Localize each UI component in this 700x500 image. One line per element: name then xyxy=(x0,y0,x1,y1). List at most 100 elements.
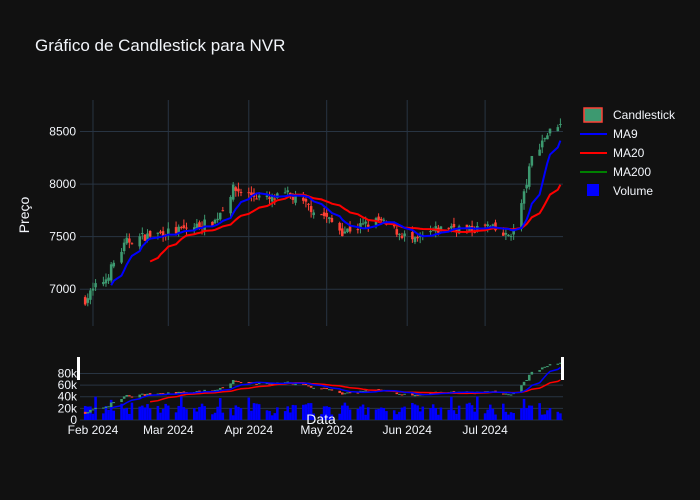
volume-y-tick-label: 20k xyxy=(58,401,78,415)
range-slider-candle xyxy=(343,393,347,395)
volume-bar xyxy=(431,404,435,420)
range-slider-candle xyxy=(229,383,232,389)
candle xyxy=(429,225,432,237)
candle-body xyxy=(195,223,199,229)
candle xyxy=(540,134,544,154)
range-slider-candle xyxy=(120,399,123,403)
volume-bar xyxy=(91,413,95,420)
range-slider-candle xyxy=(416,394,419,396)
candle-body xyxy=(198,222,201,229)
candle xyxy=(538,143,541,156)
candle-body xyxy=(247,192,251,194)
candle-body xyxy=(377,216,380,221)
candle-body xyxy=(530,155,534,166)
volume-bar xyxy=(403,406,406,420)
range-slider-candle xyxy=(239,382,243,384)
candle xyxy=(122,238,126,255)
range-slider-candle xyxy=(213,389,217,391)
candle-body xyxy=(146,233,149,241)
volume-bar xyxy=(143,407,147,420)
candle-body xyxy=(91,288,95,291)
candle xyxy=(185,222,188,235)
legend-item-ma20[interactable]: MA20 xyxy=(580,146,645,160)
legend-item-ma9[interactable]: MA9 xyxy=(580,127,638,141)
volume-bar xyxy=(289,412,292,420)
candle-body xyxy=(465,224,469,229)
volume-bar xyxy=(307,403,310,420)
x-tick-label: May 2024 xyxy=(300,423,353,437)
candle xyxy=(309,200,313,218)
range-slider-candle xyxy=(143,394,147,396)
volume-bar xyxy=(320,414,323,420)
candle-body xyxy=(221,210,225,212)
volume-bar xyxy=(538,403,541,420)
candle-body xyxy=(452,224,456,228)
candle-body xyxy=(400,235,404,238)
candle xyxy=(192,223,196,234)
x-tick-label: Apr 2024 xyxy=(224,423,273,437)
volume-bar xyxy=(109,399,113,420)
candle xyxy=(556,124,560,132)
candle xyxy=(250,186,253,202)
volume-bar xyxy=(434,408,438,420)
candle xyxy=(167,222,170,241)
legend[interactable]: Candlestick MA9 MA20 MA200 Volume xyxy=(580,107,676,198)
range-slider-candle xyxy=(312,387,315,389)
volume-bar xyxy=(468,402,471,420)
range-slider-candle xyxy=(216,389,219,391)
candle xyxy=(91,282,95,296)
legend-item-ma200[interactable]: MA200 xyxy=(580,165,651,179)
candle-body xyxy=(325,212,328,217)
candle-body xyxy=(491,224,495,226)
candle xyxy=(346,228,349,234)
candle xyxy=(239,188,243,197)
candle-body xyxy=(556,127,560,132)
candle xyxy=(416,235,419,242)
range-slider-candle xyxy=(109,402,113,408)
volume-bar xyxy=(483,413,487,420)
candle-body xyxy=(559,123,562,125)
volume-bars xyxy=(83,395,562,420)
x-tick-labels: Feb 2024 Mar 2024 Apr 2024 May 2024 Jun 2024… xyxy=(68,423,508,437)
range-slider-candle xyxy=(413,394,417,397)
range-slider-candle xyxy=(257,383,261,385)
ma20-line xyxy=(149,184,562,263)
range-slider-candle xyxy=(146,393,149,396)
volume-bar xyxy=(146,404,149,420)
volume-bar xyxy=(213,412,217,420)
volume-bar xyxy=(250,410,253,420)
range-slider-candle xyxy=(520,385,523,393)
candle xyxy=(159,229,162,235)
candle-body xyxy=(86,298,90,303)
volume-bar xyxy=(411,402,414,420)
candle-body xyxy=(83,297,87,305)
range-slider-candle xyxy=(195,391,199,393)
range-slider-candle xyxy=(559,362,562,364)
candle-body xyxy=(455,228,458,232)
candle-body xyxy=(486,224,489,227)
candle xyxy=(107,274,110,285)
range-slider-candle xyxy=(91,409,95,411)
y-axis-title: Preço xyxy=(16,197,32,234)
candle-body xyxy=(104,279,108,284)
legend-item-volume[interactable]: Volume xyxy=(587,184,653,198)
volume-bar xyxy=(543,414,547,420)
candle-body xyxy=(304,198,308,202)
candle-body xyxy=(265,195,269,198)
candle xyxy=(268,191,271,205)
volume-bar xyxy=(377,408,380,420)
legend-item-candlestick[interactable]: Candlestick xyxy=(583,107,676,123)
range-slider-right-handle[interactable] xyxy=(561,357,564,380)
candle-body xyxy=(216,218,219,221)
candle-body xyxy=(182,225,186,228)
candle-body xyxy=(447,227,451,229)
volume-bar xyxy=(195,411,199,420)
price-y-tick-labels: 7000 7500 8000 8500 xyxy=(49,125,76,297)
range-slider-left-handle[interactable] xyxy=(77,357,80,380)
price-y-tick-label: 8500 xyxy=(49,125,76,139)
range-slider-candle xyxy=(403,393,406,395)
candle xyxy=(507,234,510,237)
candle xyxy=(231,182,235,202)
candle-body xyxy=(231,184,235,200)
